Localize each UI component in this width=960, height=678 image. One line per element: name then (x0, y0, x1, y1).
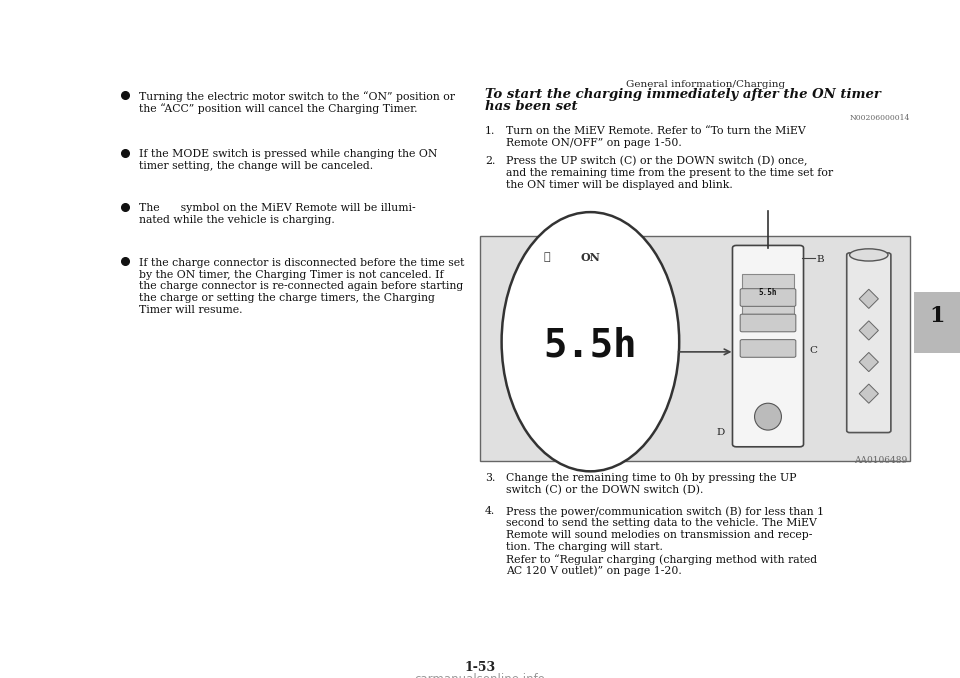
Text: the charge connector is re-connected again before starting: the charge connector is re-connected aga… (139, 281, 464, 292)
Text: nated while the vehicle is charging.: nated while the vehicle is charging. (139, 215, 335, 225)
Text: by the ON timer, the Charging Timer is not canceled. If: by the ON timer, the Charging Timer is n… (139, 269, 444, 279)
FancyBboxPatch shape (847, 253, 891, 433)
FancyBboxPatch shape (740, 314, 796, 332)
Text: General information/Charging: General information/Charging (626, 80, 785, 89)
Text: 4.: 4. (485, 506, 495, 517)
Text: the charge or setting the charge timers, the Charging: the charge or setting the charge timers,… (139, 293, 435, 303)
Polygon shape (859, 321, 878, 340)
Text: To start the charging immediately after the ON timer: To start the charging immediately after … (485, 88, 880, 101)
FancyBboxPatch shape (480, 236, 910, 461)
Text: Remote will sound melodies on transmission and recep-: Remote will sound melodies on transmissi… (506, 530, 812, 540)
Ellipse shape (850, 249, 888, 261)
Text: Remote ON/OFF” on page 1-50.: Remote ON/OFF” on page 1-50. (506, 138, 682, 148)
Text: Turn on the MiEV Remote. Refer to “To turn the MiEV: Turn on the MiEV Remote. Refer to “To tu… (506, 126, 805, 136)
FancyBboxPatch shape (732, 245, 804, 447)
Text: Turning the electric motor switch to the “ON” position or: Turning the electric motor switch to the… (139, 92, 455, 102)
Text: 5.5h: 5.5h (758, 287, 778, 296)
Text: 3.: 3. (485, 473, 495, 483)
Polygon shape (859, 353, 878, 372)
Text: 1.: 1. (485, 126, 495, 136)
Text: 5.5h: 5.5h (543, 326, 637, 364)
Text: C: C (809, 346, 817, 355)
Text: ON: ON (581, 252, 601, 263)
FancyBboxPatch shape (914, 292, 960, 353)
Text: D: D (716, 428, 725, 437)
Text: the ON timer will be displayed and blink.: the ON timer will be displayed and blink… (506, 180, 732, 189)
Text: Timer will resume.: Timer will resume. (139, 305, 243, 315)
Text: has been set: has been set (485, 100, 577, 113)
Text: timer setting, the change will be canceled.: timer setting, the change will be cancel… (139, 161, 373, 171)
FancyBboxPatch shape (740, 289, 796, 306)
Text: tion. The charging will start.: tion. The charging will start. (506, 542, 662, 552)
Text: If the MODE switch is pressed while changing the ON: If the MODE switch is pressed while chan… (139, 149, 438, 159)
Text: and the remaining time from the present to the time set for: and the remaining time from the present … (506, 167, 833, 178)
Text: Press the UP switch (C) or the DOWN switch (D) once,: Press the UP switch (C) or the DOWN swit… (506, 156, 807, 166)
Text: switch (C) or the DOWN switch (D).: switch (C) or the DOWN switch (D). (506, 485, 704, 496)
Polygon shape (859, 290, 878, 308)
Ellipse shape (755, 403, 781, 430)
Text: second to send the setting data to the vehicle. The MiEV: second to send the setting data to the v… (506, 519, 817, 528)
Polygon shape (859, 384, 878, 403)
Ellipse shape (501, 212, 679, 471)
Text: 1-53: 1-53 (465, 661, 495, 674)
Text: The      symbol on the MiEV Remote will be illumi-: The symbol on the MiEV Remote will be il… (139, 203, 416, 214)
Text: ⏻: ⏻ (544, 252, 550, 262)
Text: N00206000014: N00206000014 (850, 114, 910, 122)
Text: 2.: 2. (485, 156, 495, 165)
Text: AC 120 V outlet)” on page 1-20.: AC 120 V outlet)” on page 1-20. (506, 565, 682, 576)
Text: Change the remaining time to 0h by pressing the UP: Change the remaining time to 0h by press… (506, 473, 797, 483)
Text: AA0106489: AA0106489 (854, 456, 907, 464)
Text: If the charge connector is disconnected before the time set: If the charge connector is disconnected … (139, 258, 465, 268)
Text: Refer to “Regular charging (charging method with rated: Refer to “Regular charging (charging met… (506, 554, 817, 565)
FancyBboxPatch shape (740, 340, 796, 357)
FancyBboxPatch shape (742, 274, 794, 314)
Text: the “ACC” position will cancel the Charging Timer.: the “ACC” position will cancel the Charg… (139, 103, 418, 114)
Text: carmanualsonline.info: carmanualsonline.info (415, 673, 545, 678)
Text: 1: 1 (929, 305, 945, 327)
Text: Press the power/communication switch (B) for less than 1: Press the power/communication switch (B)… (506, 506, 824, 517)
Text: B: B (817, 255, 825, 264)
